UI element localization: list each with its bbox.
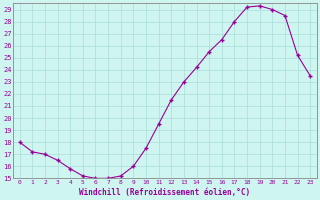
X-axis label: Windchill (Refroidissement éolien,°C): Windchill (Refroidissement éolien,°C) <box>79 188 251 197</box>
